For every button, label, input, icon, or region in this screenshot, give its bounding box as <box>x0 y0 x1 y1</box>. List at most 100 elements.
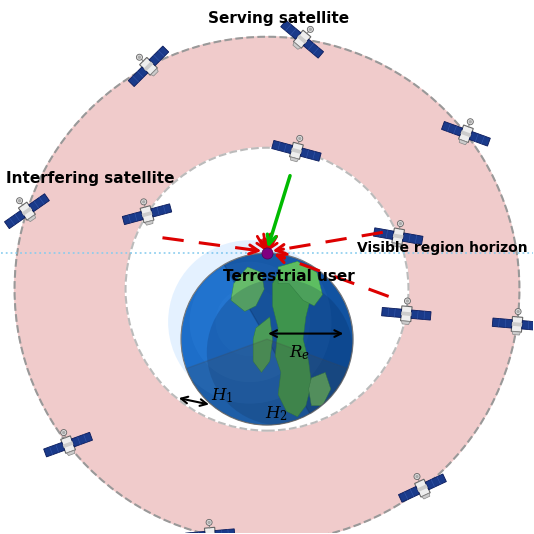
Polygon shape <box>303 40 324 58</box>
Polygon shape <box>44 442 65 457</box>
Wedge shape <box>186 339 348 425</box>
Text: Visible region horizon: Visible region horizon <box>357 241 528 255</box>
Circle shape <box>142 200 145 203</box>
Circle shape <box>181 253 353 425</box>
Polygon shape <box>272 140 293 154</box>
Polygon shape <box>205 527 216 534</box>
Circle shape <box>14 37 520 534</box>
Polygon shape <box>300 148 321 161</box>
Circle shape <box>515 309 521 315</box>
Polygon shape <box>459 125 473 143</box>
Circle shape <box>297 136 303 142</box>
Polygon shape <box>289 142 303 159</box>
Polygon shape <box>72 433 92 447</box>
Polygon shape <box>67 450 75 456</box>
Polygon shape <box>469 131 490 146</box>
Polygon shape <box>151 204 172 217</box>
Polygon shape <box>205 533 216 534</box>
Text: $H_1$: $H_1$ <box>210 387 233 405</box>
Circle shape <box>414 474 420 480</box>
Polygon shape <box>149 46 169 66</box>
Polygon shape <box>422 493 430 499</box>
Circle shape <box>415 475 419 478</box>
Polygon shape <box>392 228 405 245</box>
Circle shape <box>17 198 22 203</box>
Polygon shape <box>291 148 302 154</box>
Circle shape <box>516 310 520 313</box>
Circle shape <box>406 300 409 303</box>
Circle shape <box>125 148 409 430</box>
Polygon shape <box>215 529 235 534</box>
Circle shape <box>62 431 65 434</box>
Circle shape <box>168 240 332 404</box>
Polygon shape <box>402 321 410 325</box>
Circle shape <box>308 26 313 33</box>
Text: Terrestrial user: Terrestrial user <box>223 269 355 284</box>
Polygon shape <box>403 233 423 245</box>
Polygon shape <box>29 194 49 211</box>
Polygon shape <box>442 121 462 136</box>
Polygon shape <box>373 228 394 239</box>
Polygon shape <box>393 233 404 239</box>
Polygon shape <box>142 211 152 217</box>
Polygon shape <box>122 211 143 225</box>
Polygon shape <box>4 211 25 229</box>
Polygon shape <box>425 474 446 490</box>
Polygon shape <box>382 308 402 318</box>
Polygon shape <box>512 322 522 327</box>
Circle shape <box>399 222 402 225</box>
Text: $R_e$: $R_e$ <box>289 343 310 362</box>
Polygon shape <box>297 35 307 44</box>
Polygon shape <box>459 139 467 145</box>
Polygon shape <box>128 67 148 87</box>
Polygon shape <box>281 20 301 39</box>
Circle shape <box>138 56 141 59</box>
Circle shape <box>208 521 211 524</box>
Polygon shape <box>392 243 401 247</box>
Circle shape <box>309 28 312 31</box>
Circle shape <box>61 429 67 436</box>
Circle shape <box>469 120 472 123</box>
Polygon shape <box>411 310 431 320</box>
Wedge shape <box>224 253 353 414</box>
Text: Serving satellite: Serving satellite <box>208 11 349 26</box>
Polygon shape <box>144 61 153 71</box>
Polygon shape <box>401 311 412 316</box>
Polygon shape <box>290 157 299 162</box>
Polygon shape <box>400 306 412 321</box>
Circle shape <box>190 262 310 382</box>
Circle shape <box>298 137 301 140</box>
Polygon shape <box>22 207 32 216</box>
Polygon shape <box>293 30 311 48</box>
Circle shape <box>206 520 212 525</box>
Polygon shape <box>185 531 206 534</box>
Text: $H_2$: $H_2$ <box>264 404 287 423</box>
Polygon shape <box>309 372 331 406</box>
Circle shape <box>467 119 473 125</box>
Polygon shape <box>140 206 154 223</box>
Circle shape <box>215 287 284 356</box>
Polygon shape <box>139 58 158 75</box>
Circle shape <box>207 279 353 425</box>
Polygon shape <box>417 484 428 492</box>
Circle shape <box>404 298 411 304</box>
Polygon shape <box>62 441 74 448</box>
Polygon shape <box>19 202 35 220</box>
Polygon shape <box>253 317 272 372</box>
Circle shape <box>140 199 147 205</box>
Polygon shape <box>512 332 521 335</box>
Polygon shape <box>511 317 523 332</box>
Polygon shape <box>278 262 323 306</box>
Circle shape <box>136 54 143 60</box>
Polygon shape <box>492 318 512 328</box>
Polygon shape <box>293 42 301 49</box>
Polygon shape <box>61 436 75 453</box>
Polygon shape <box>28 215 36 222</box>
Polygon shape <box>151 68 158 76</box>
Polygon shape <box>145 221 153 225</box>
Circle shape <box>18 199 21 202</box>
Polygon shape <box>414 479 430 497</box>
Polygon shape <box>272 262 311 417</box>
Text: Interfering satellite: Interfering satellite <box>6 171 175 186</box>
Circle shape <box>397 221 403 226</box>
